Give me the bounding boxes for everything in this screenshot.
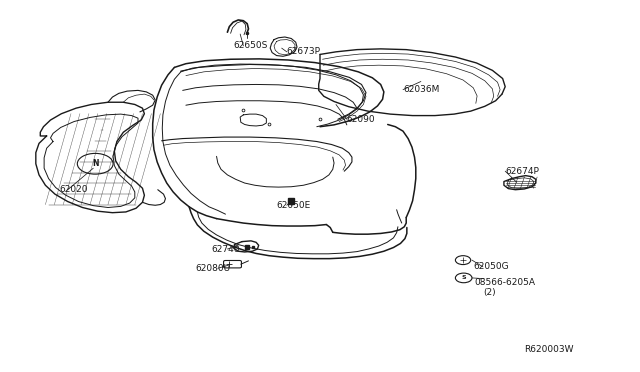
Text: 62036M: 62036M [403,85,440,94]
Text: 62650S: 62650S [234,41,268,51]
Text: 62050E: 62050E [276,201,311,210]
Text: 62673P: 62673P [287,47,321,56]
Text: 62020: 62020 [60,185,88,194]
Text: (2): (2) [483,288,496,297]
Text: 62090: 62090 [347,115,376,124]
Text: 62740: 62740 [211,244,240,253]
Text: R620003W: R620003W [524,345,574,354]
Text: S: S [461,275,466,280]
Text: 62050G: 62050G [473,262,509,271]
Text: 62080U: 62080U [195,264,230,273]
Text: 62674P: 62674P [505,167,539,176]
Text: N: N [92,159,99,168]
Text: 08566-6205A: 08566-6205A [474,278,536,287]
